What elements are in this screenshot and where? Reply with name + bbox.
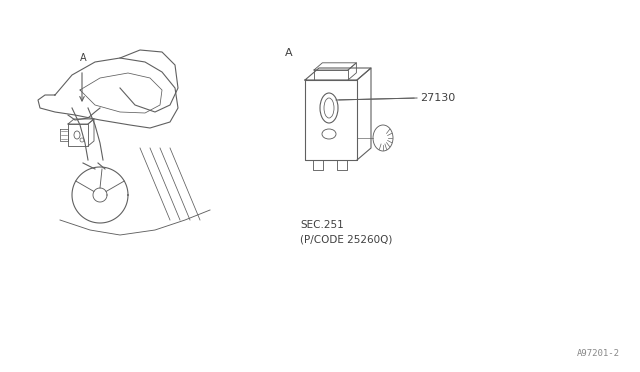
Text: SEC.251: SEC.251 (300, 220, 344, 230)
Text: A: A (80, 53, 86, 63)
Text: A: A (285, 48, 292, 58)
Text: A97201-2: A97201-2 (577, 349, 620, 358)
Text: 27130: 27130 (420, 93, 455, 103)
Text: (P/CODE 25260Q): (P/CODE 25260Q) (300, 234, 392, 244)
